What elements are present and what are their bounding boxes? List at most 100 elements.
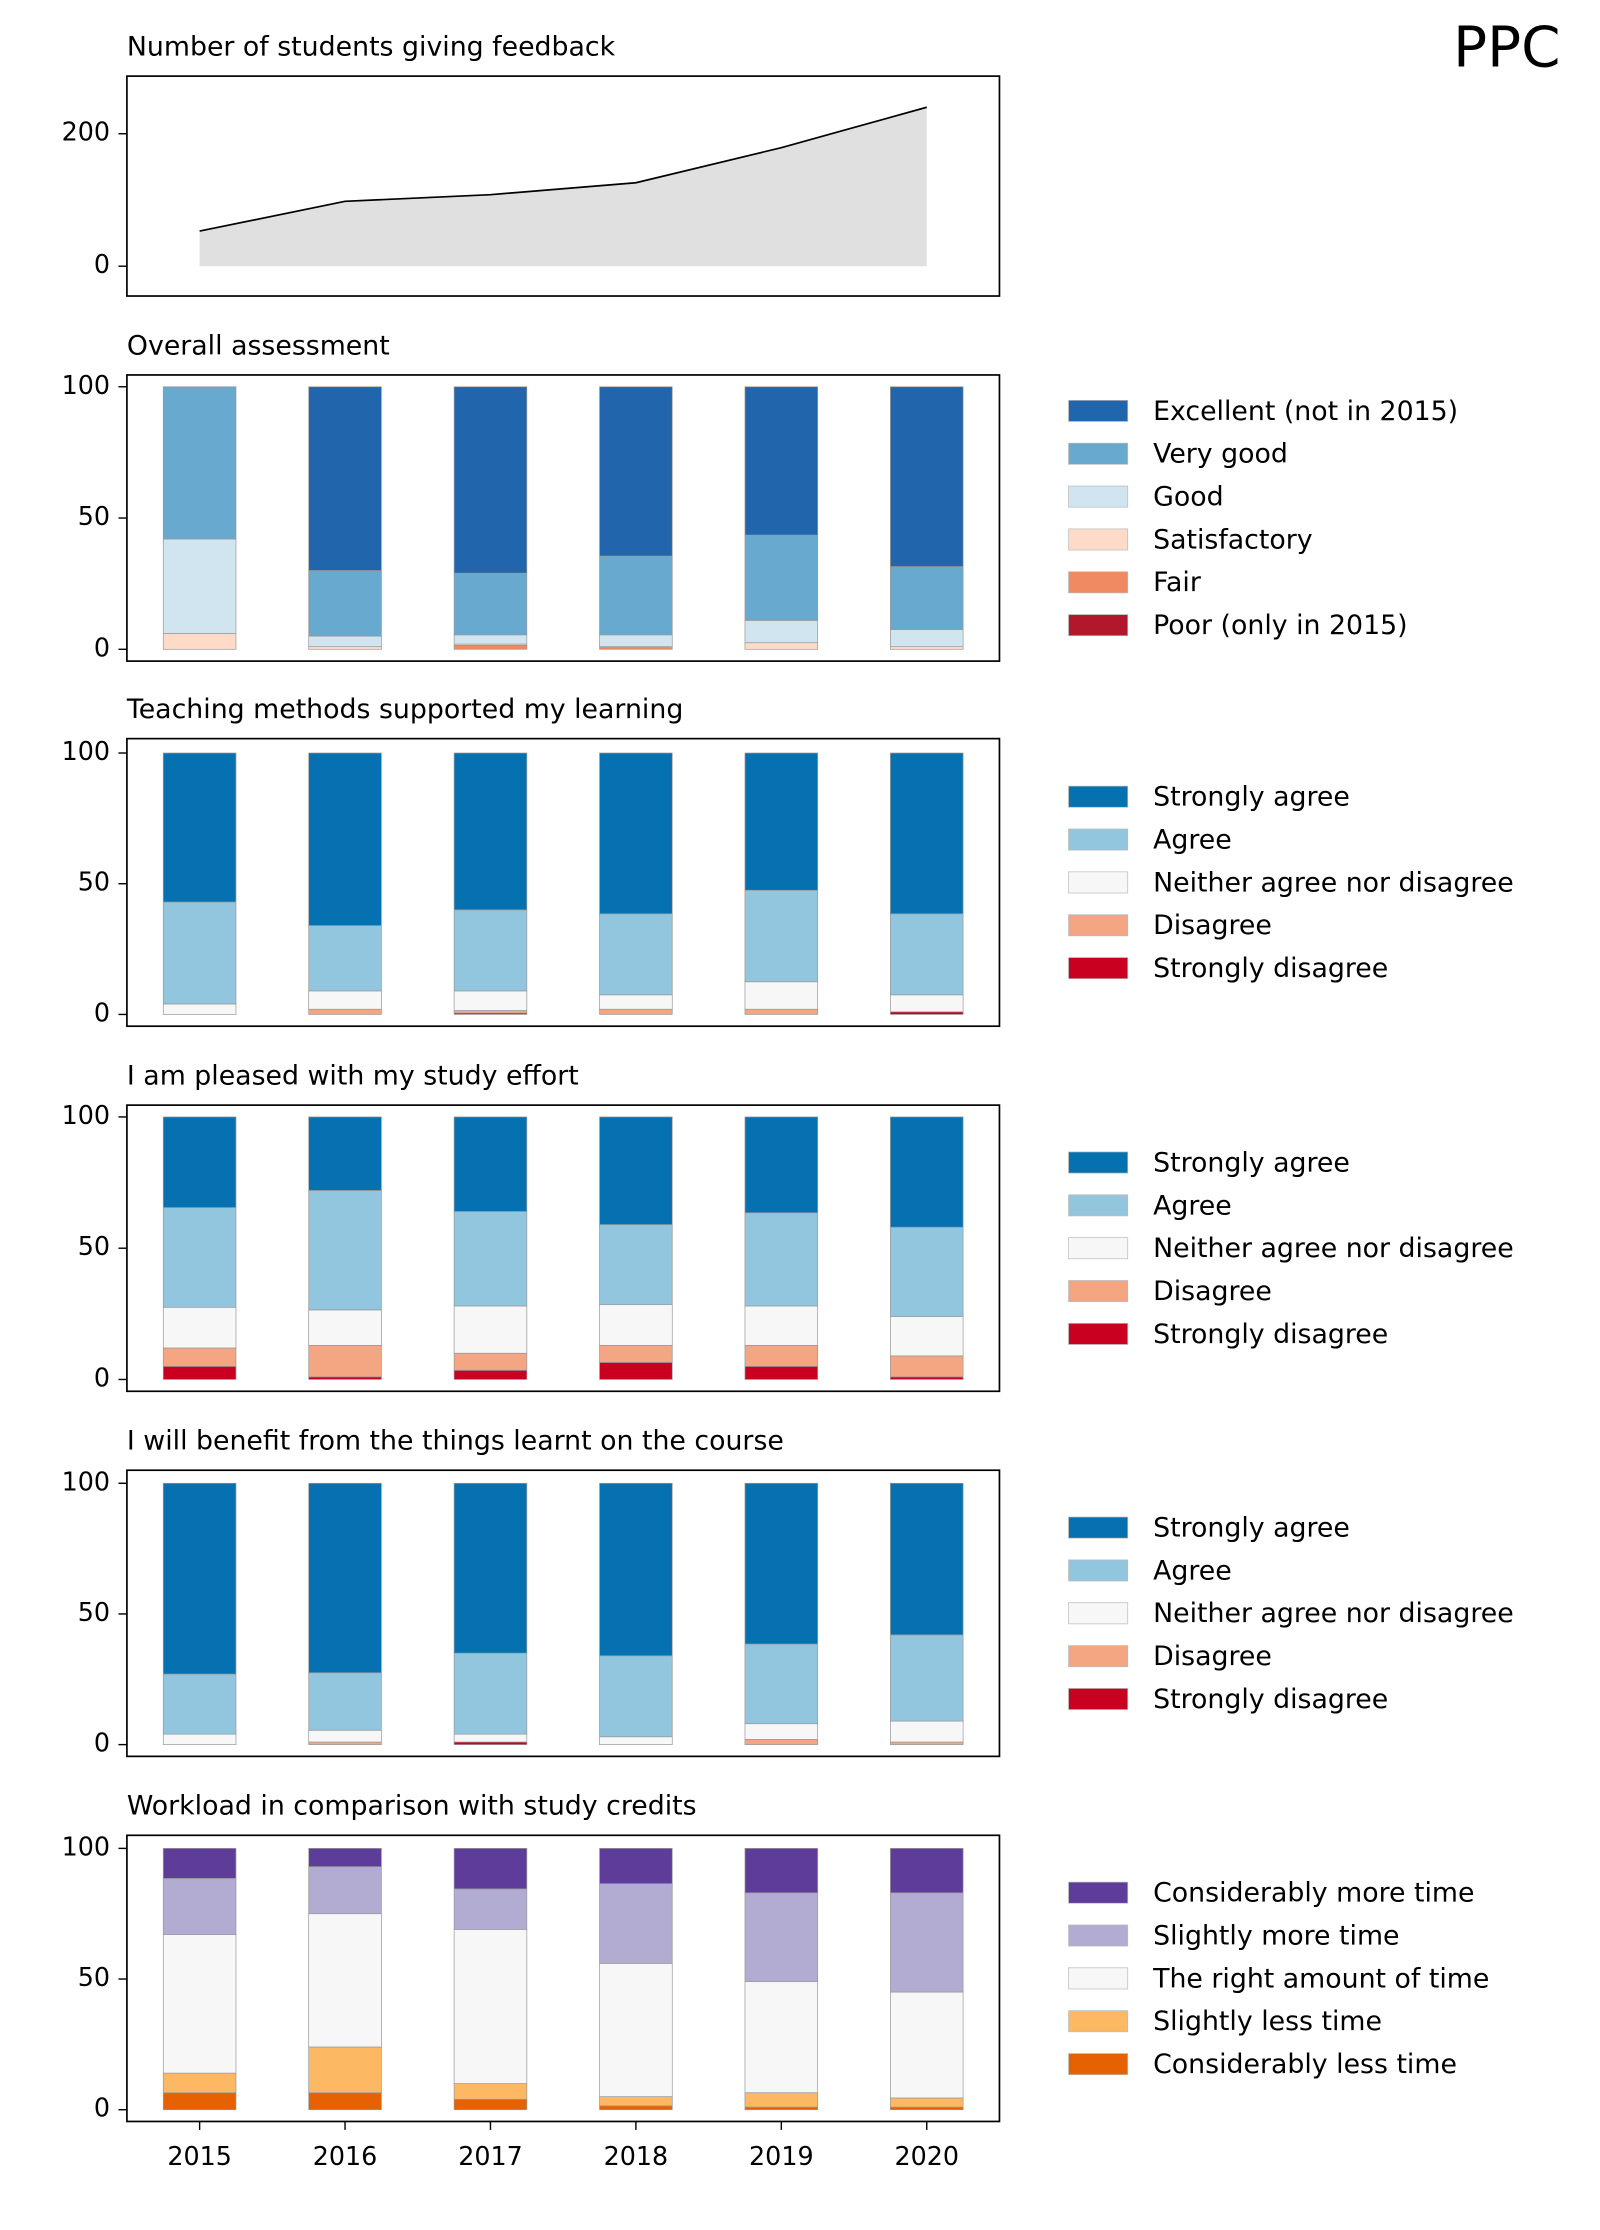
bar-segment <box>308 1309 382 1346</box>
legend-swatch <box>1068 528 1129 551</box>
bar-segment <box>453 2098 528 2111</box>
x-tick-label: 2016 <box>313 2141 378 2171</box>
legend-label: Agree <box>1153 1555 1232 1586</box>
bar-segment <box>744 2106 819 2111</box>
legend-label: Agree <box>1153 1190 1232 1221</box>
bar-segment <box>890 913 964 996</box>
bar-segment <box>453 1305 528 1354</box>
legend-label: Disagree <box>1153 910 1272 941</box>
bar-segment <box>599 1482 673 1657</box>
legend-label: Strongly agree <box>1153 782 1350 813</box>
bar-segment <box>744 1344 819 1367</box>
legend-swatch <box>1068 914 1129 937</box>
legend-swatch <box>1068 1237 1129 1260</box>
bar-segment <box>599 1963 673 2097</box>
bar-segment <box>308 752 382 926</box>
legend-label: Strongly disagree <box>1153 1684 1388 1715</box>
bar-segment <box>453 634 528 645</box>
legend-label: Excellent (not in 2015) <box>1153 396 1458 427</box>
legend-label: Strongly disagree <box>1153 953 1388 984</box>
bar-segment <box>599 1362 673 1380</box>
bar-segment <box>599 2105 673 2111</box>
bar-segment <box>890 1316 964 1357</box>
bar-segment <box>453 1741 528 1745</box>
legend-label: Agree <box>1153 824 1232 855</box>
bar-segment <box>599 634 673 648</box>
legend-swatch <box>1068 1516 1129 1539</box>
x-tick-label: 2018 <box>604 2141 669 2171</box>
y-tick-label: 0 <box>94 1362 110 1392</box>
bar-segment <box>453 990 528 1011</box>
area <box>199 107 927 267</box>
legend-label: Disagree <box>1153 1276 1272 1307</box>
bar-segment <box>453 1010 528 1014</box>
plot-frame <box>126 374 1001 662</box>
bar-segment <box>162 1733 237 1745</box>
chart-title: Number of students giving feedback <box>127 31 616 62</box>
y-tick-label: 50 <box>78 867 110 897</box>
bar-segment <box>744 642 819 650</box>
bar-segment <box>162 901 237 1005</box>
plot-frame <box>126 1834 1001 2123</box>
bar-segment <box>599 386 673 557</box>
legend-swatch <box>1068 485 1129 508</box>
legend-label: Slightly more time <box>1153 1920 1399 1951</box>
legend-swatch <box>1068 1688 1129 1710</box>
legend-swatch <box>1068 1967 1129 1990</box>
bar-segment <box>453 1352 528 1371</box>
bar-segment <box>162 2072 237 2094</box>
legend-label: Very good <box>1153 439 1288 470</box>
y-tick-label: 0 <box>94 249 110 279</box>
bar-segment <box>744 386 819 536</box>
legend-swatch <box>1068 1151 1129 1174</box>
y-tick-label: 50 <box>78 501 110 531</box>
legend-swatch <box>1068 1881 1129 1904</box>
bar-segment <box>744 534 819 621</box>
y-tick-label: 100 <box>62 1466 110 1496</box>
legend-label: Neither agree nor disagree <box>1153 867 1514 898</box>
legend-swatch <box>1068 1645 1129 1668</box>
bar-segment <box>599 1304 673 1346</box>
chart-title: I am pleased with my study effort <box>127 1060 579 1091</box>
figure-title: PPC <box>1453 15 1560 80</box>
bar-segment <box>890 1226 964 1317</box>
bar-segment <box>162 1003 237 1015</box>
bar-segment <box>162 633 237 650</box>
plot-frame <box>126 75 1001 297</box>
bar-segment <box>308 1848 382 1868</box>
bar-segment <box>599 1224 673 1306</box>
bar-segment <box>599 646 673 650</box>
chart-title: Workload in comparison with study credit… <box>127 1791 697 1822</box>
bar-segment <box>162 1365 237 1380</box>
plot-frame <box>126 1469 1001 1758</box>
bar-segment <box>308 1866 382 1915</box>
bar-segment <box>162 1347 237 1367</box>
bar-segment <box>890 1355 964 1378</box>
bar-segment <box>890 1011 964 1015</box>
legend-swatch <box>1068 399 1129 422</box>
bar-segment <box>453 909 528 992</box>
bar-segment <box>599 1116 673 1225</box>
bar-segment <box>599 752 673 915</box>
legend-label: Strongly disagree <box>1153 1319 1388 1350</box>
bar-segment <box>453 386 528 574</box>
bar-segment <box>890 2097 964 2108</box>
bar-segment <box>162 2092 237 2111</box>
line <box>199 106 927 232</box>
bar-segment <box>453 572 528 636</box>
bar-segment <box>308 646 382 650</box>
legend-swatch <box>1068 957 1129 980</box>
bar-segment <box>599 1883 673 1964</box>
legend-label: Satisfactory <box>1153 524 1313 555</box>
bar-segment <box>599 555 673 636</box>
plot-frame <box>126 1104 1001 1393</box>
bar-segment <box>599 1736 673 1745</box>
bar-segment <box>308 570 382 637</box>
bar-segment <box>599 913 673 996</box>
bar-segment <box>308 1482 382 1674</box>
bar-segment <box>890 2106 964 2111</box>
legend-swatch <box>1068 1194 1129 1217</box>
bar-segment <box>162 538 237 634</box>
bar-segment <box>308 386 382 571</box>
